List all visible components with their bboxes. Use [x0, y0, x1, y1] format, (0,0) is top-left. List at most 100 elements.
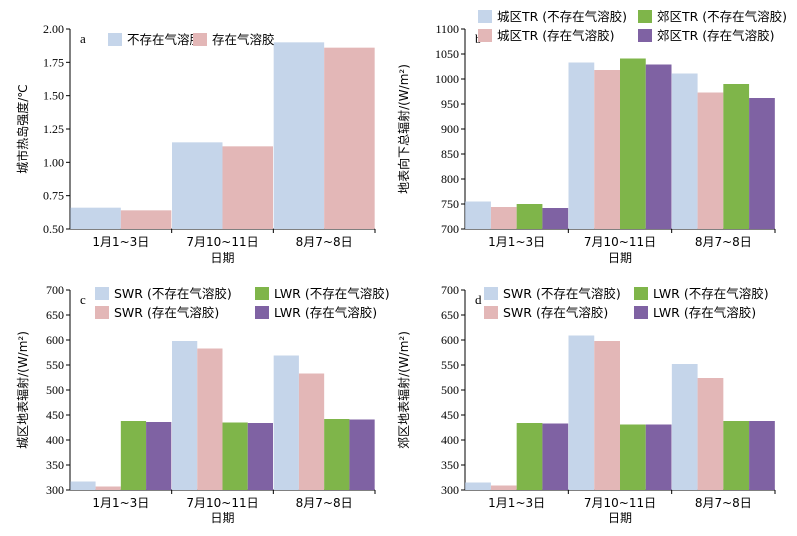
bar-a-s1-c2 — [324, 47, 375, 229]
bar-b-s0-c0 — [465, 201, 491, 229]
x-tick-label: 8月7~8日 — [695, 235, 752, 249]
bar-b-s2-c0 — [516, 204, 543, 229]
bar-d-s2-c0 — [516, 423, 543, 490]
bar-d-s3-c2 — [749, 421, 775, 490]
y-tick-label: 900 — [441, 122, 459, 136]
bar-d-s2-c1 — [620, 424, 646, 490]
bar-a-s0-c0 — [70, 207, 121, 229]
bar-d-s0-c0 — [465, 482, 491, 490]
bar-c-s0-c1 — [172, 341, 198, 490]
bar-b-s3-c2 — [749, 98, 775, 229]
y-axis-title: 郊区地表辐射/(W/m²) — [396, 331, 411, 449]
x-tick-label: 8月7~8日 — [296, 496, 353, 510]
legend-swatch — [193, 33, 207, 46]
bar-c-s0-c0 — [70, 481, 96, 490]
bar-b-s3-c0 — [542, 208, 569, 229]
y-tick-label: 300 — [441, 483, 459, 497]
bar-b-s2-c1 — [620, 58, 646, 229]
legend-swatch — [478, 29, 492, 42]
legend-swatch — [638, 10, 652, 23]
y-tick-label: 1000 — [435, 72, 459, 86]
bar-d-s2-c2 — [723, 421, 750, 490]
y-tick-label: 1.25 — [43, 122, 64, 136]
x-axis-title: 日期 — [210, 511, 234, 525]
y-tick-label: 600 — [441, 333, 459, 347]
y-tick-label: 700 — [441, 222, 459, 236]
y-tick-label: 1.00 — [43, 155, 64, 169]
legend-swatch — [484, 287, 498, 300]
bar-c-s0-c2 — [273, 355, 299, 490]
bar-c-s3-c2 — [349, 419, 375, 490]
bar-c-s2-c1 — [222, 422, 248, 490]
x-axis-title: 日期 — [608, 511, 632, 525]
y-tick-label: 0.50 — [43, 222, 64, 236]
y-tick-label: 700 — [46, 283, 64, 297]
bar-d-s3-c0 — [542, 423, 569, 490]
bar-c-s2-c2 — [324, 419, 350, 490]
legend-swatch — [634, 306, 648, 319]
y-axis-title: 地表向下总辐射/(W/m²) — [396, 64, 411, 194]
bar-c-s1-c1 — [197, 348, 223, 490]
bar-c-s1-c2 — [298, 373, 325, 490]
x-tick-label: 1月1~3日 — [92, 235, 149, 249]
x-tick-label: 7月10~11日 — [186, 235, 258, 249]
x-axis-title: 日期 — [210, 251, 234, 265]
y-tick-label: 2.00 — [43, 22, 64, 36]
bar-a-s0-c1 — [172, 142, 223, 229]
legend-label: 城区TR (不存在气溶胶) — [497, 9, 627, 24]
y-tick-label: 1.75 — [43, 55, 64, 69]
legend-label: LWR (存在气溶胶) — [653, 305, 756, 320]
bar-b-s1-c0 — [490, 207, 517, 229]
bar-a-s1-c1 — [222, 146, 273, 229]
y-tick-label: 0.75 — [43, 189, 64, 203]
bar-b-s2-c2 — [723, 84, 750, 229]
chart-panel-a: 0.50 0.75 1.00 1.25 1.50 1.75 2.00 1月1~3日 7月10~1… — [15, 22, 376, 265]
legend-label: LWR (不存在气溶胶) — [653, 286, 769, 301]
bar-b-s0-c1 — [568, 62, 595, 229]
legend-label: 存在气溶胶 — [212, 32, 275, 47]
bar-a-s0-c2 — [273, 42, 325, 230]
legend-label: SWR (存在气溶胶) — [114, 305, 219, 320]
y-tick-label: 500 — [441, 383, 459, 397]
bar-d-s0-c1 — [568, 335, 595, 490]
x-tick-label: 7月10~11日 — [186, 496, 258, 510]
bar-b-s0-c2 — [671, 73, 698, 229]
x-tick-label: 1月1~3日 — [488, 235, 545, 249]
legend-label: SWR (不存在气溶胶) — [503, 286, 621, 301]
bar-b-s1-c1 — [594, 70, 620, 229]
y-tick-label: 650 — [441, 308, 459, 322]
y-tick-label: 700 — [441, 283, 459, 297]
y-tick-label: 750 — [441, 197, 459, 211]
legend-label: SWR (存在气溶胶) — [503, 305, 608, 320]
bar-d-s0-c2 — [671, 364, 698, 490]
x-tick-label: 8月7~8日 — [695, 496, 752, 510]
y-tick-label: 550 — [441, 358, 459, 372]
legend-swatch — [95, 306, 109, 319]
legend-swatch — [255, 287, 269, 300]
y-tick-label: 850 — [441, 147, 459, 161]
y-tick-label: 450 — [441, 408, 459, 422]
legend-label: 不存在气溶胶 — [127, 32, 202, 47]
legend-label: 郊区TR (不存在气溶胶) — [657, 9, 787, 24]
bar-d-s3-c1 — [645, 424, 672, 490]
x-tick-label: 1月1~3日 — [488, 496, 545, 510]
bar-d-s1-c0 — [490, 485, 517, 490]
y-tick-label: 950 — [441, 97, 459, 111]
chart-panel-d: 300 350 400 450 500 550 600 650 700 1月1~3日 7月10~11… — [396, 283, 776, 525]
y-axis-title: 城区地表辐射/(W/m²) — [15, 331, 30, 449]
x-tick-label: 7月10~11日 — [584, 235, 656, 249]
x-axis-title: 日期 — [608, 251, 632, 265]
legend-swatch — [478, 10, 492, 23]
y-tick-label: 400 — [441, 433, 459, 447]
y-tick-label: 300 — [46, 483, 64, 497]
panel-label: d — [475, 292, 482, 307]
y-tick-label: 1100 — [435, 22, 459, 36]
legend-swatch — [255, 306, 269, 319]
y-tick-label: 600 — [46, 333, 64, 347]
panel-label: c — [80, 292, 86, 307]
bar-c-s3-c1 — [247, 423, 273, 490]
legend-label: 郊区TR (存在气溶胶) — [657, 28, 775, 43]
bar-b-s3-c1 — [645, 64, 672, 229]
x-tick-label: 8月7~8日 — [296, 235, 353, 249]
y-tick-label: 500 — [46, 383, 64, 397]
